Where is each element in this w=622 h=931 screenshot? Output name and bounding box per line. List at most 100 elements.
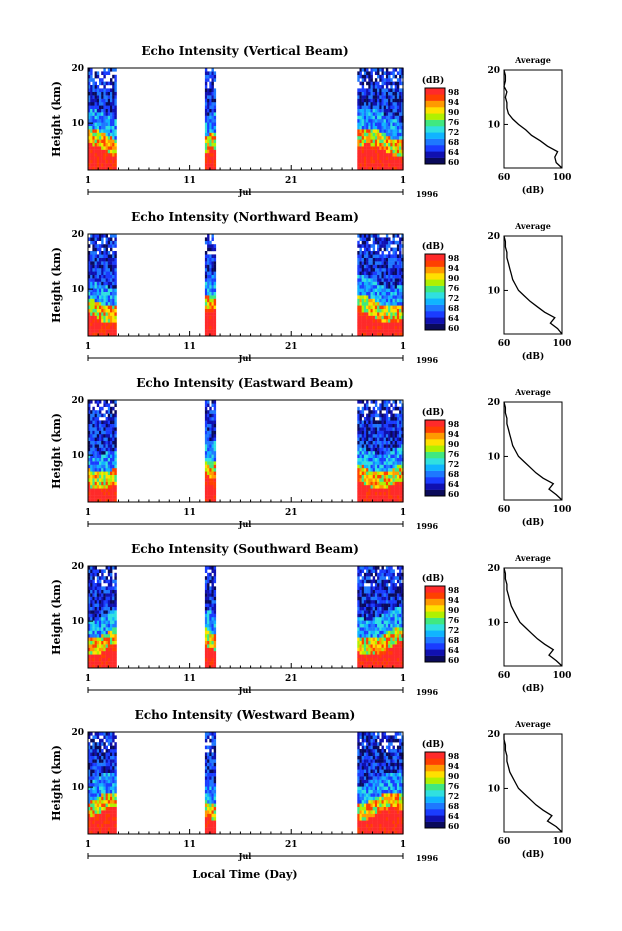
heatmap-cell <box>361 274 365 279</box>
heatmap-cell <box>357 647 360 652</box>
heatmap-cell <box>385 461 389 465</box>
heatmap-cell <box>209 488 212 492</box>
heatmap-cell <box>383 495 387 499</box>
heatmap-cell <box>207 305 210 309</box>
heatmap-cell <box>103 295 106 299</box>
heatmap-cell <box>88 285 91 289</box>
heatmap-cell <box>377 95 380 99</box>
heatmap-cell <box>110 271 113 275</box>
heatmap-cell <box>357 451 360 455</box>
heatmap-cell <box>99 793 102 797</box>
heatmap-cell <box>207 302 210 306</box>
heatmap-cell <box>90 264 93 269</box>
heatmap-cell <box>88 481 91 486</box>
heatmap-cell <box>385 315 389 320</box>
heatmap-cell <box>213 400 217 404</box>
heatmap-cell <box>399 305 402 309</box>
heatmap-cell <box>99 603 102 607</box>
heatmap-cell <box>368 654 371 658</box>
heatmap-cell <box>103 437 106 441</box>
heatmap-cell <box>90 769 93 773</box>
heatmap-cell <box>114 572 117 577</box>
heatmap-cell <box>88 149 91 154</box>
colorbar-tick-label: 72 <box>448 625 459 635</box>
heatmap-cell <box>372 315 376 320</box>
heatmap-cell <box>105 149 108 154</box>
heatmap-cell <box>101 661 104 665</box>
heatmap-cell <box>361 139 365 143</box>
heatmap-cell <box>399 593 402 597</box>
heatmap-cell <box>105 288 108 292</box>
heatmap-cell <box>209 136 212 140</box>
heatmap-cell <box>383 240 387 245</box>
heatmap-cell <box>204 139 208 143</box>
heatmap-cell <box>90 410 93 414</box>
heatmap-cell <box>105 244 108 248</box>
heatmap-cell <box>110 586 113 590</box>
heatmap-cell <box>103 71 106 75</box>
heatmap-cell <box>114 264 117 269</box>
heatmap-cell <box>366 288 369 292</box>
heatmap-cell <box>396 308 400 313</box>
heatmap-cell <box>207 461 210 465</box>
heatmap-cell <box>396 254 400 258</box>
heatmap-cell <box>357 474 360 479</box>
heatmap-cell <box>92 163 95 167</box>
heatmap-cell <box>394 447 398 452</box>
heatmap-cell <box>383 654 387 658</box>
heatmap-cell <box>213 322 217 326</box>
heatmap-cell <box>105 427 108 431</box>
heatmap-cell <box>88 793 91 797</box>
heatmap-cell <box>381 149 384 154</box>
heatmap-cell <box>396 244 400 248</box>
heatmap-cell <box>94 423 97 428</box>
heatmap-frame <box>87 233 404 337</box>
heatmap-cell <box>381 471 384 475</box>
heatmap-cell <box>399 457 402 462</box>
heatmap-cell <box>103 329 106 333</box>
heatmap-cell <box>112 146 115 150</box>
heatmap-cell <box>207 420 210 424</box>
heatmap-cell <box>370 491 373 496</box>
heatmap-cell <box>107 240 111 245</box>
heatmap-cell <box>207 159 210 164</box>
heatmap-cell <box>366 112 369 116</box>
heatmap-cell <box>114 302 117 306</box>
heatmap-cell <box>396 115 400 120</box>
heatmap-cell <box>204 423 208 428</box>
profile-title: Average <box>514 387 551 397</box>
heatmap-cell <box>103 830 106 835</box>
heatmap-cell <box>374 98 378 103</box>
heatmap-cell <box>99 444 102 448</box>
heatmap-cell <box>390 271 393 275</box>
heatmap-cell <box>99 329 102 333</box>
heatmap-cell <box>394 112 398 116</box>
heatmap-cell <box>114 136 117 140</box>
heatmap-cell <box>211 623 214 628</box>
heatmap-cell <box>94 583 97 587</box>
heatmap-cell <box>363 305 367 309</box>
heatmap-cell <box>357 244 360 248</box>
heatmap-cell <box>207 498 210 503</box>
heatmap-cell <box>207 240 210 245</box>
heatmap-cell <box>385 464 389 469</box>
heatmap-cell <box>385 68 389 72</box>
heatmap-cell <box>213 325 217 330</box>
heatmap-cell <box>390 413 393 418</box>
heatmap-cell <box>379 78 382 82</box>
heatmap-cell <box>361 305 365 309</box>
heatmap-cell <box>107 288 111 292</box>
heatmap-cell <box>392 122 395 126</box>
heatmap-cell <box>388 586 391 590</box>
heatmap-cell <box>377 108 380 113</box>
panel-4: Echo Intensity (Westward Beam)Height (km… <box>50 708 571 863</box>
heatmap-cell <box>381 305 384 309</box>
heatmap-cell <box>392 613 395 618</box>
heatmap-cell <box>394 627 398 631</box>
heatmap-cell <box>377 406 380 411</box>
heatmap-cell <box>94 237 97 241</box>
heatmap-cell <box>114 125 117 130</box>
heatmap-cell <box>379 319 382 323</box>
heatmap-cell <box>388 495 391 499</box>
heatmap-cell <box>368 596 371 601</box>
